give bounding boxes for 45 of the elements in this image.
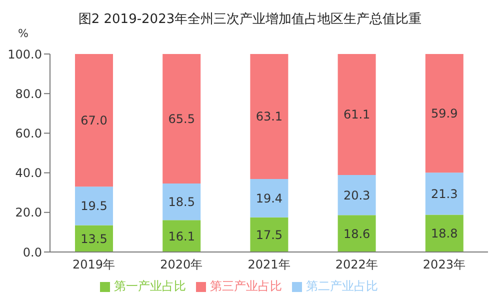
- y-axis-title: %: [18, 27, 28, 40]
- data-label: 67.0: [80, 114, 108, 128]
- bar: [250, 54, 288, 179]
- x-tick-label: 2021年: [248, 258, 290, 272]
- data-label: 19.5: [80, 199, 108, 214]
- y-tick-label: 80.0: [15, 86, 42, 101]
- data-label: 18.8: [431, 226, 458, 241]
- data-label: 13.5: [80, 232, 108, 246]
- chart-title: 图2 2019-2023年全州三次产业增加值占地区生产总值比重: [77, 11, 423, 28]
- x-tick-label: 2019年: [72, 258, 116, 272]
- legend-label: 第三产业占比: [210, 279, 282, 293]
- bar: [425, 214, 464, 252]
- y-tick-label: 40.0: [15, 166, 42, 180]
- bar: [250, 178, 288, 218]
- y-tick-label: 100.0: [8, 47, 42, 62]
- legend-label: 第一产业占比: [114, 279, 186, 293]
- data-label: 17.5: [256, 228, 283, 242]
- data-label: 59.9: [431, 106, 458, 121]
- bar: [250, 217, 288, 252]
- bar: [162, 220, 201, 252]
- bar: [75, 54, 113, 187]
- data-label: 18.6: [343, 226, 370, 241]
- bar: [162, 183, 201, 220]
- bar: [338, 54, 376, 175]
- data-label: 65.5: [168, 112, 195, 126]
- data-label: 63.1: [256, 110, 283, 124]
- data-label: 61.1: [343, 108, 370, 122]
- x-tick-label: 2023年: [422, 258, 466, 272]
- y-tick-label: 60.0: [15, 126, 42, 140]
- bar: [338, 215, 376, 252]
- data-label: 21.3: [431, 186, 458, 201]
- data-label: 16.1: [168, 229, 195, 244]
- bar: [425, 172, 464, 215]
- data-label: 18.5: [168, 195, 195, 210]
- data-label: 19.4: [256, 191, 283, 206]
- bar: [338, 174, 376, 216]
- bar: [425, 54, 464, 173]
- y-tick-label: 0.0: [22, 245, 42, 260]
- bar: [75, 186, 113, 226]
- data-label: 20.3: [343, 188, 370, 202]
- x-tick-label: 2020年: [160, 258, 203, 272]
- y-tick-label: 20.0: [15, 206, 42, 220]
- x-tick-label: 2022年: [335, 258, 378, 272]
- bar: [162, 54, 201, 184]
- legend-label: 第二产业占比: [306, 279, 378, 293]
